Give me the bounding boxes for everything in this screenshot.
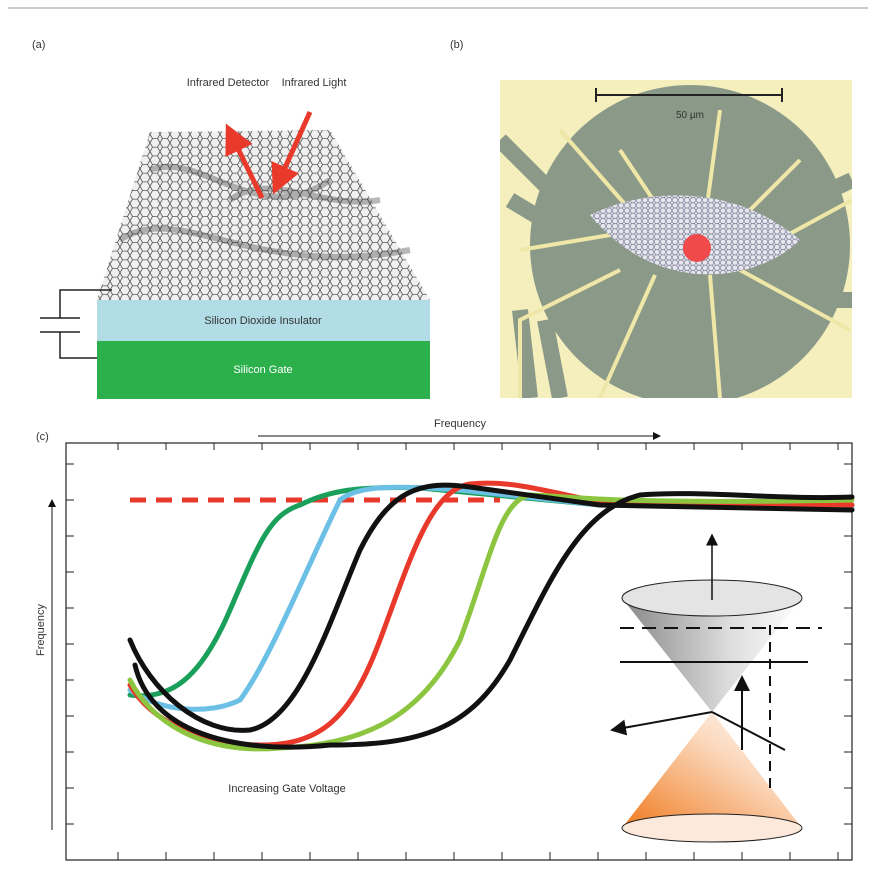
- dirac-cone: [612, 535, 822, 842]
- panel-label: (b): [450, 39, 463, 51]
- scale-label: 50 µm: [676, 110, 704, 121]
- axis-label: Frequency: [35, 604, 47, 656]
- figure: (a) Infrared Detector Infrared Light Sil…: [0, 0, 876, 873]
- annotation: Increasing Gate Voltage: [228, 783, 345, 795]
- layer-label: Silicon Gate: [233, 364, 292, 376]
- panel-label: (a): [32, 39, 45, 51]
- annotation: Infrared Light: [282, 77, 347, 89]
- annotation: Infrared Detector: [187, 77, 270, 89]
- layer-label: Silicon Dioxide Insulator: [204, 315, 322, 327]
- annotation-text: Infrared Light: [282, 77, 347, 89]
- annotation-text: Infrared Detector: [187, 77, 270, 89]
- panel-b: (b) 50 µm: [450, 39, 852, 405]
- panel-a: (a) Infrared Detector Infrared Light Sil…: [32, 39, 430, 399]
- panel-label: (c): [36, 431, 49, 443]
- laser-spot: [683, 234, 711, 262]
- graphene-lattice: [97, 130, 430, 300]
- axis-label: Frequency: [434, 418, 486, 430]
- panel-c: (c) Frequency Frequency Increasing Gate …: [35, 418, 852, 860]
